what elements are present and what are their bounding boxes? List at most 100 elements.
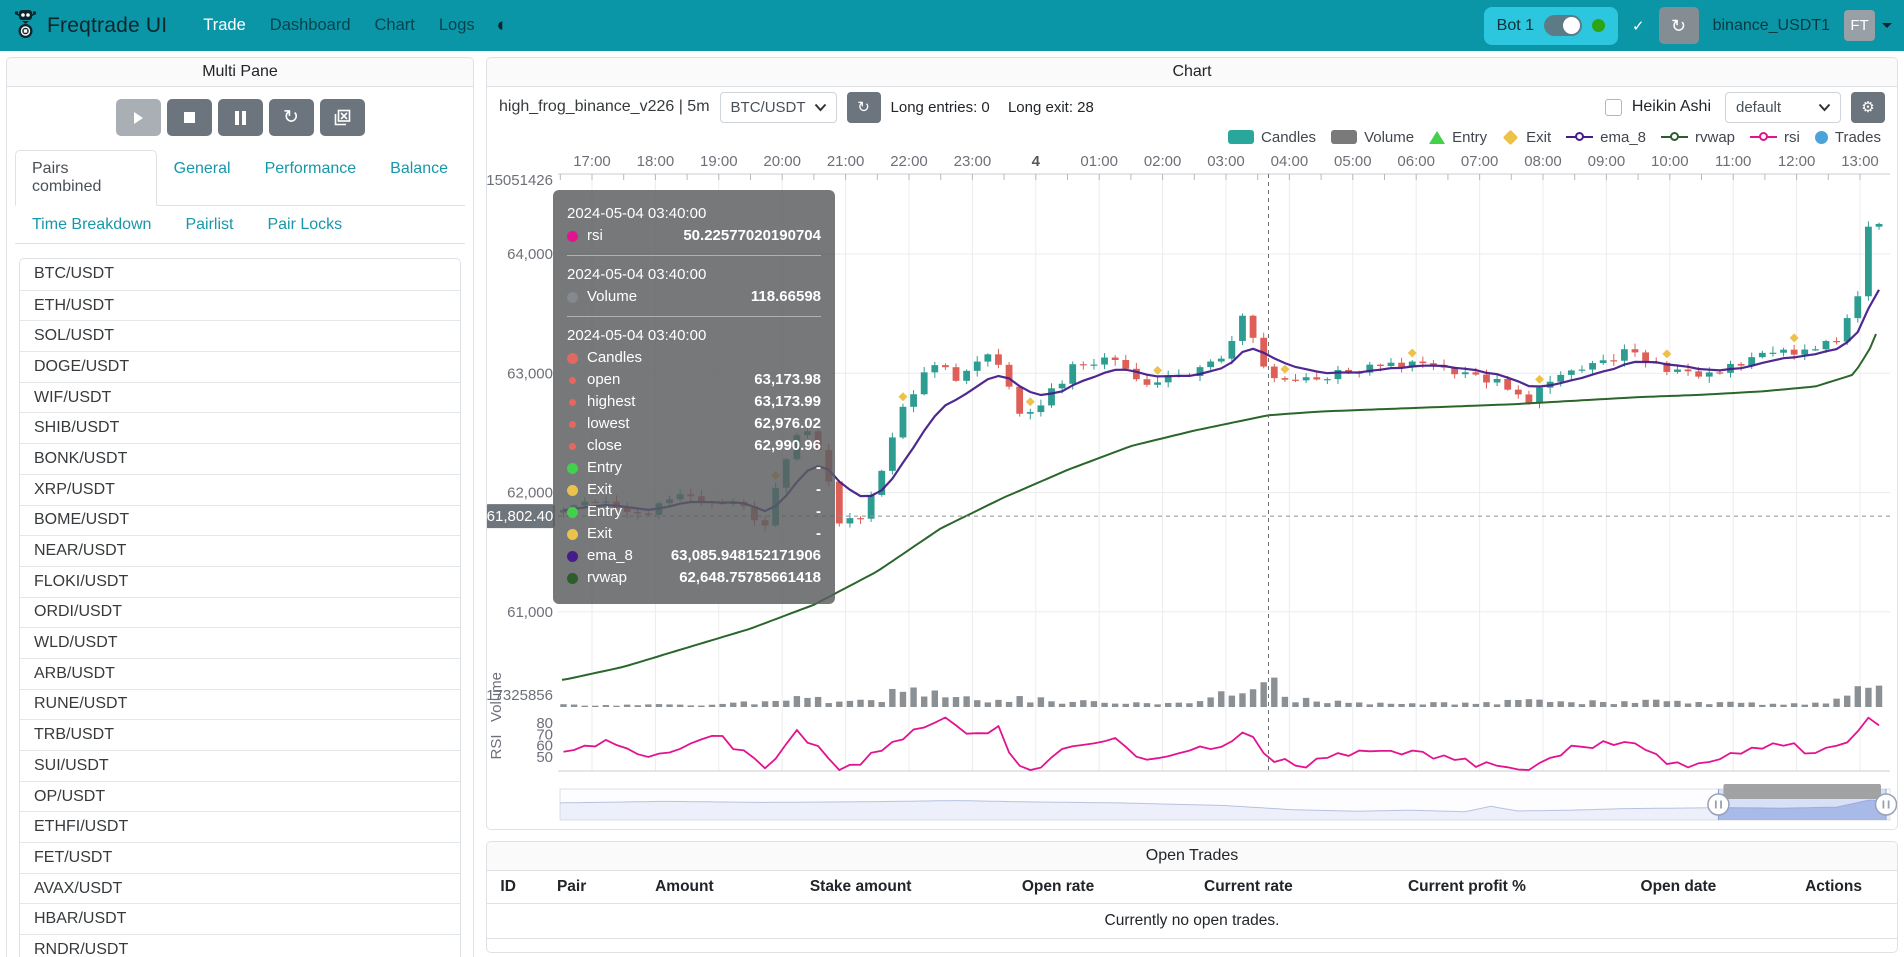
legend-item-candles[interactable]: Candles [1228,129,1316,146]
legend-item-exit[interactable]: Exit [1502,129,1551,146]
pair-item-floki-usdt[interactable]: FLOKI/USDT [20,565,460,597]
pair-item-bome-usdt[interactable]: BOME/USDT [20,504,460,536]
pair-select[interactable]: BTC/USDT [719,91,837,123]
pair-item-eth-usdt[interactable]: ETH/USDT [20,289,460,321]
tab-pair-locks[interactable]: Pair Locks [267,216,343,233]
nav-item-dashboard[interactable]: Dashboard [269,16,351,34]
plot-config-select[interactable]: default [1725,91,1841,123]
pair-item-rndr-usdt[interactable]: RNDR/USDT [20,934,460,957]
legend-label: rsi [1784,128,1800,146]
line-marker-icon [1566,132,1594,141]
avatar[interactable]: FT [1844,10,1875,41]
bot-selector[interactable]: Bot 1 [1483,6,1619,45]
svg-text:RSI: RSI [488,734,505,759]
tab-time-breakdown[interactable]: Time Breakdown [32,216,152,233]
play-button[interactable] [115,99,161,136]
reload-bot-button[interactable]: ↻ [1658,7,1699,44]
pair-list: BTC/USDT ETH/USDT SOL/USDT DOGE/USDT WIF/USD… [19,258,461,957]
close-layout-button[interactable] [319,99,365,136]
refresh-chart-button[interactable]: ↻ [846,91,881,123]
pair-item-sol-usdt[interactable]: SOL/USDT [20,320,460,351]
rect-marker-icon [1331,130,1358,144]
price-chart[interactable]: 17:00 18:00 19:00 20:00 21:00 22:00 23:00 4 01:0… [478,147,1898,829]
theme-toggle-icon[interactable]: ◐ [496,14,509,36]
pair-item-hbar-usdt[interactable]: HBAR/USDT [20,903,460,934]
pair-item-near-usdt[interactable]: NEAR/USDT [20,535,460,566]
nav-item-trade[interactable]: Trade [203,16,246,34]
tab-balance[interactable]: Balance [390,160,448,177]
nav-item-logs[interactable]: Logs [438,16,475,34]
pair-item-avax-usdt[interactable]: AVAX/USDT [20,872,460,904]
pair-item-wif-usdt[interactable]: WIF/USDT [20,381,460,413]
legend-item-rsi[interactable]: rsi [1750,129,1800,146]
svg-text:61,802.40: 61,802.40 [487,508,553,525]
navbar: Freqtrade UI Trade Dashboard Chart Logs ◐ B… [0,0,1904,51]
pair-item-rune-usdt[interactable]: RUNE/USDT [20,688,460,720]
user-menu[interactable]: FT [1844,10,1892,41]
legend-item-volume[interactable]: Volume [1331,129,1414,146]
pair-item-btc-usdt[interactable]: BTC/USDT [34,265,114,283]
open-trades-table: ID Pair Amount Stake amount Open rate Current… [487,871,1897,939]
bot-enable-toggle[interactable] [1544,15,1583,36]
svg-text:04:00: 04:00 [1271,153,1309,170]
legend-label: Entry [1452,128,1488,146]
pair-item-ordi-usdt[interactable]: ORDI/USDT [20,596,460,628]
reload-button[interactable]: ↻ [268,99,314,136]
nav-item-chart[interactable]: Chart [374,16,415,34]
bot-controls: ↻ [7,87,473,146]
svg-text:05:00: 05:00 [1334,153,1372,170]
pair-item-op-usdt[interactable]: OP/USDT [20,780,460,812]
long-entries-count: Long entries: 0 [890,98,990,116]
chevron-down-icon [1818,103,1831,111]
svg-text:10:00: 10:00 [1651,153,1689,170]
svg-text:01:00: 01:00 [1080,153,1118,170]
tab-performance[interactable]: Performance [264,160,357,177]
svg-text:02:00: 02:00 [1144,153,1182,170]
svg-text:60: 60 [536,738,553,755]
pair-item-fet-usdt[interactable]: FET/USDT [20,842,460,873]
svg-text:64,000: 64,000 [507,246,553,263]
legend-item-trades[interactable]: Trades [1814,128,1881,146]
column-header-current-profit: Current profit % [1347,871,1587,904]
signal-counts: Long entries: 0 Long exit: 28 [891,99,1094,116]
legend-label: Trades [1834,128,1881,146]
pair-item-xrp-usdt[interactable]: XRP/USDT [20,473,460,505]
open-trades-panel: Open Trades ID Pair Amount Stake amount Open… [486,841,1898,953]
column-header-id: ID [487,871,530,904]
column-header-stake-amount: Stake amount [754,871,967,904]
tab-pairs-combined[interactable]: Pairs combined [15,150,157,206]
pair-item-ethfi-usdt[interactable]: ETHFI/USDT [20,811,460,842]
close-layout-icon [334,109,350,126]
empty-trades-message: Currently no open trades. [487,903,1897,939]
line-marker-icon [1661,132,1689,141]
svg-text:80: 80 [536,715,553,732]
legend-item-entry[interactable]: Entry [1429,129,1487,146]
tab-pairlist[interactable]: Pairlist [185,216,234,233]
chart-body: 17:00 18:00 19:00 20:00 21:00 22:00 23:00 4 01:0… [478,147,1898,829]
stop-button[interactable] [166,99,212,136]
pair-item-trb-usdt[interactable]: TRB/USDT [20,719,460,750]
stop-icon [183,112,195,123]
svg-text:63,000: 63,000 [507,365,553,382]
column-header-current-rate: Current rate [1149,871,1348,904]
pair-item-doge-usdt[interactable]: DOGE/USDT [20,351,460,382]
pair-item-bonk-usdt[interactable]: BONK/USDT [20,443,460,474]
heikin-ashi-checkbox[interactable] [1604,98,1622,116]
multi-pane-title: Multi Pane [7,58,473,87]
svg-text:61,000: 61,000 [507,604,553,621]
pause-button[interactable] [217,99,263,136]
chart-toolbar: high_frog_binance_v226 | 5m BTC/USDT ↻ L… [487,87,1897,127]
pair-item-shib-usdt[interactable]: SHIB/USDT [20,412,460,443]
tab-general[interactable]: General [173,160,231,177]
pair-item-sui-usdt[interactable]: SUI/USDT [20,750,460,781]
pair-item-arb-usdt[interactable]: ARB/USDT [20,657,460,689]
legend-item-ema-8[interactable]: ema_8 [1566,129,1646,146]
pair-item-wld-usdt[interactable]: WLD/USDT [20,627,460,658]
chart-panel: Chart high_frog_binance_v226 | 5m BTC/US… [478,57,1898,830]
svg-text:11:00: 11:00 [1715,153,1751,170]
plot-settings-button[interactable]: ⚙ [1851,91,1885,123]
main-nav: Trade Dashboard Chart Logs [191,16,486,35]
svg-text:08:00: 08:00 [1524,153,1562,170]
legend-item-rvwap[interactable]: rvwap [1661,129,1735,146]
svg-text:21:00: 21:00 [827,153,865,170]
